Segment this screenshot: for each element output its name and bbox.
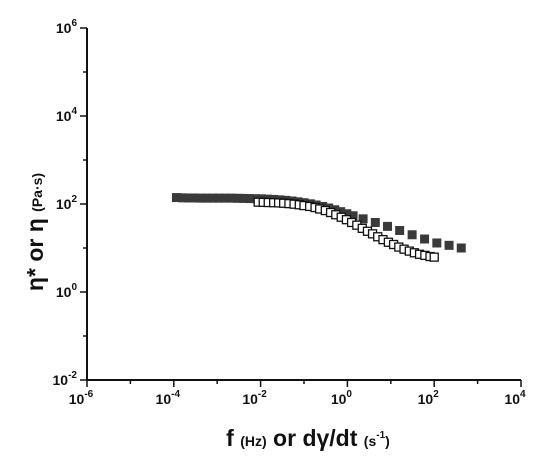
- series-2: [253, 197, 439, 262]
- filled-square-point: [244, 194, 254, 204]
- filled-square-point: [348, 211, 358, 221]
- y-tick-label: 102: [56, 194, 78, 212]
- series-layer: [171, 193, 466, 262]
- filled-square-point: [456, 243, 466, 253]
- open-square-point: [429, 252, 439, 262]
- filled-square-point: [444, 240, 454, 250]
- x-tick-label: 100: [331, 389, 353, 407]
- x-tick-label: 10-2: [242, 389, 267, 407]
- x-tick-label: 104: [504, 389, 526, 407]
- y-axis-label: η* or η (Pa·s): [22, 173, 48, 291]
- x-axis-label: f (Hz) or dγ/dt (s-1): [226, 425, 390, 451]
- y-tick-label: 104: [56, 106, 78, 124]
- filled-square-point: [184, 193, 194, 203]
- filled-square-point: [358, 214, 368, 224]
- filled-square-point: [171, 193, 181, 203]
- filled-square-point: [383, 221, 393, 231]
- filled-square-point: [238, 193, 248, 203]
- y-tick-label: 106: [56, 18, 78, 36]
- y-tick-label: 10-2: [53, 370, 78, 388]
- filled-square-point: [395, 225, 405, 235]
- filled-square-point: [220, 193, 230, 203]
- filled-square-point: [370, 217, 380, 227]
- y-tick-label: 100: [56, 282, 78, 300]
- filled-square-point: [336, 207, 346, 217]
- filled-square-point: [232, 193, 242, 203]
- filled-square-point: [432, 238, 442, 248]
- filled-square-point: [407, 230, 417, 240]
- filled-square-point: [214, 193, 224, 203]
- filled-square-point: [178, 193, 188, 203]
- filled-square-point: [202, 193, 212, 203]
- filled-square-point: [208, 193, 218, 203]
- filled-square-point: [420, 234, 430, 244]
- filled-square-point: [226, 193, 236, 203]
- x-tick-label: 10-4: [156, 389, 181, 407]
- filled-square-point: [196, 193, 206, 203]
- x-axis-ticks: 10-6 10-4 10-2 100 102 104: [69, 380, 526, 407]
- filled-square-point: [190, 193, 200, 203]
- x-tick-label: 10-6: [69, 389, 94, 407]
- x-tick-label: 102: [418, 389, 440, 407]
- series-1: [171, 193, 466, 253]
- y-axis-ticks: 10-2 100 102 104 106: [53, 18, 87, 388]
- filled-square-point: [342, 209, 352, 219]
